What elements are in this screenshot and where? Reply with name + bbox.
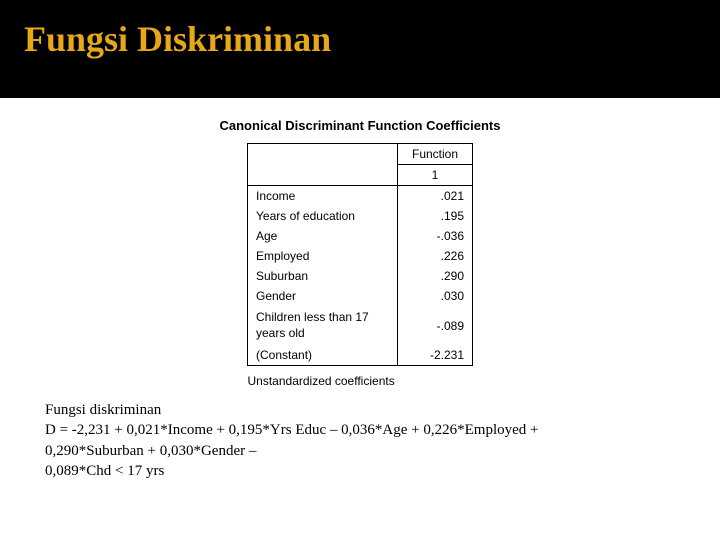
row-label: Income [248, 186, 398, 207]
row-value: .226 [398, 246, 473, 266]
slide-title: Fungsi Diskriminan [24, 18, 696, 60]
row-label: Age [248, 226, 398, 246]
row-value: .021 [398, 186, 473, 207]
row-label: Children less than 17 years old [248, 306, 398, 345]
table-row: Gender .030 [248, 286, 473, 306]
table-row: Employed .226 [248, 246, 473, 266]
row-label: Gender [248, 286, 398, 306]
equation-line-1: D = -2,231 + 0,021*Income + 0,195*Yrs Ed… [45, 420, 690, 440]
row-value: .195 [398, 206, 473, 226]
table-empty-corner [248, 144, 398, 186]
table-wrapper: Canonical Discriminant Function Coeffici… [30, 118, 690, 388]
table-row: Years of education .195 [248, 206, 473, 226]
equation-line-3: 0,089*Chd < 17 yrs [45, 461, 690, 481]
table-row: Age -.036 [248, 226, 473, 246]
table-header-col: 1 [398, 165, 473, 186]
table-header-function: Function [398, 144, 473, 165]
row-label: (Constant) [248, 345, 398, 366]
row-value: .290 [398, 266, 473, 286]
content-area: Canonical Discriminant Function Coeffici… [0, 98, 720, 388]
row-value: -2.231 [398, 345, 473, 366]
equation-label: Fungsi diskriminan [45, 400, 690, 420]
row-label: Suburban [248, 266, 398, 286]
table-row: Children less than 17 years old -.089 [248, 306, 473, 345]
title-bar: Fungsi Diskriminan [0, 0, 720, 98]
equation-block: Fungsi diskriminan D = -2,231 + 0,021*In… [0, 388, 720, 481]
table-row: Income .021 [248, 186, 473, 207]
table-row: Suburban .290 [248, 266, 473, 286]
table-footnote: Unstandardized coefficients [248, 374, 473, 388]
coefficients-table: Function 1 Income .021 Years of educatio… [247, 143, 473, 366]
row-value: -.089 [398, 306, 473, 345]
equation-line-2: 0,290*Suburban + 0,030*Gender – [45, 441, 690, 461]
row-label: Employed [248, 246, 398, 266]
row-value: -.036 [398, 226, 473, 246]
table-title: Canonical Discriminant Function Coeffici… [220, 118, 501, 133]
row-value: .030 [398, 286, 473, 306]
row-label: Years of education [248, 206, 398, 226]
table-row: (Constant) -2.231 [248, 345, 473, 366]
